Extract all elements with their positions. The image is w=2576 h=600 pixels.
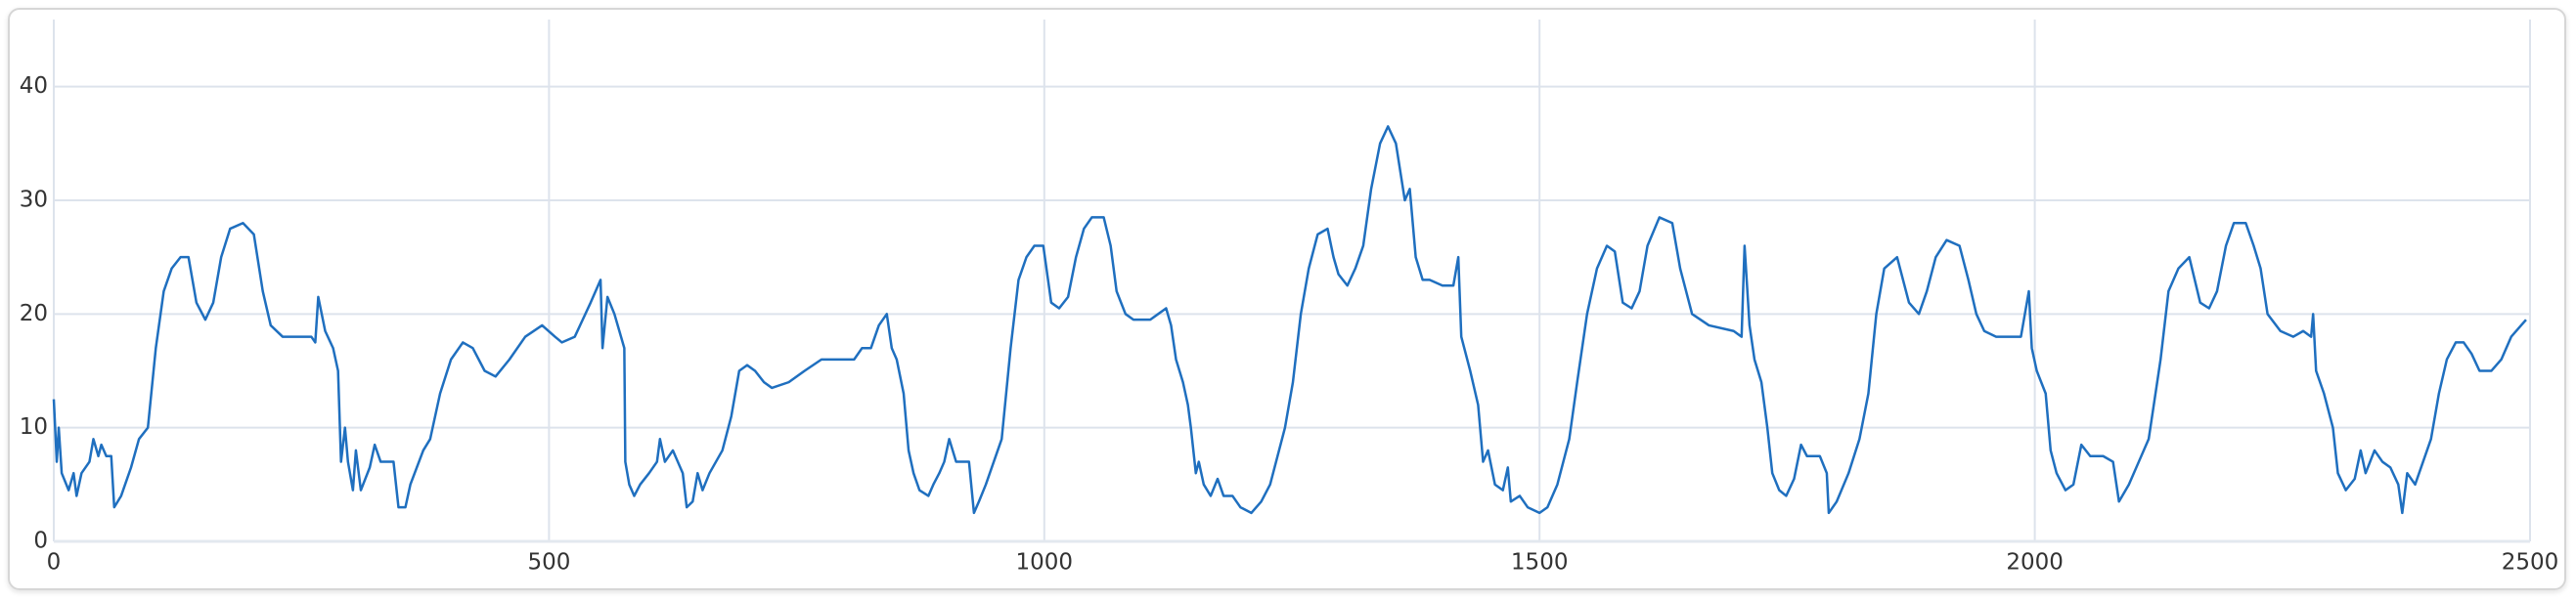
x-tick-label: 2000 [2006, 550, 2064, 576]
y-tick-label: 20 [20, 301, 48, 326]
y-tick-label: 30 [20, 187, 48, 212]
line-series [52, 125, 2527, 515]
x-tick-label: 1500 [1511, 550, 1569, 576]
x-tick-label: 0 [47, 550, 62, 576]
y-tick-label: 0 [33, 529, 48, 554]
y-tick-label: 10 [20, 414, 48, 440]
chart-card [8, 8, 2566, 590]
x-tick-label: 500 [527, 550, 570, 576]
x-tick-label: 2500 [2502, 550, 2559, 576]
y-tick-label: 40 [20, 73, 48, 99]
x-tick-label: 1000 [1016, 550, 1074, 576]
